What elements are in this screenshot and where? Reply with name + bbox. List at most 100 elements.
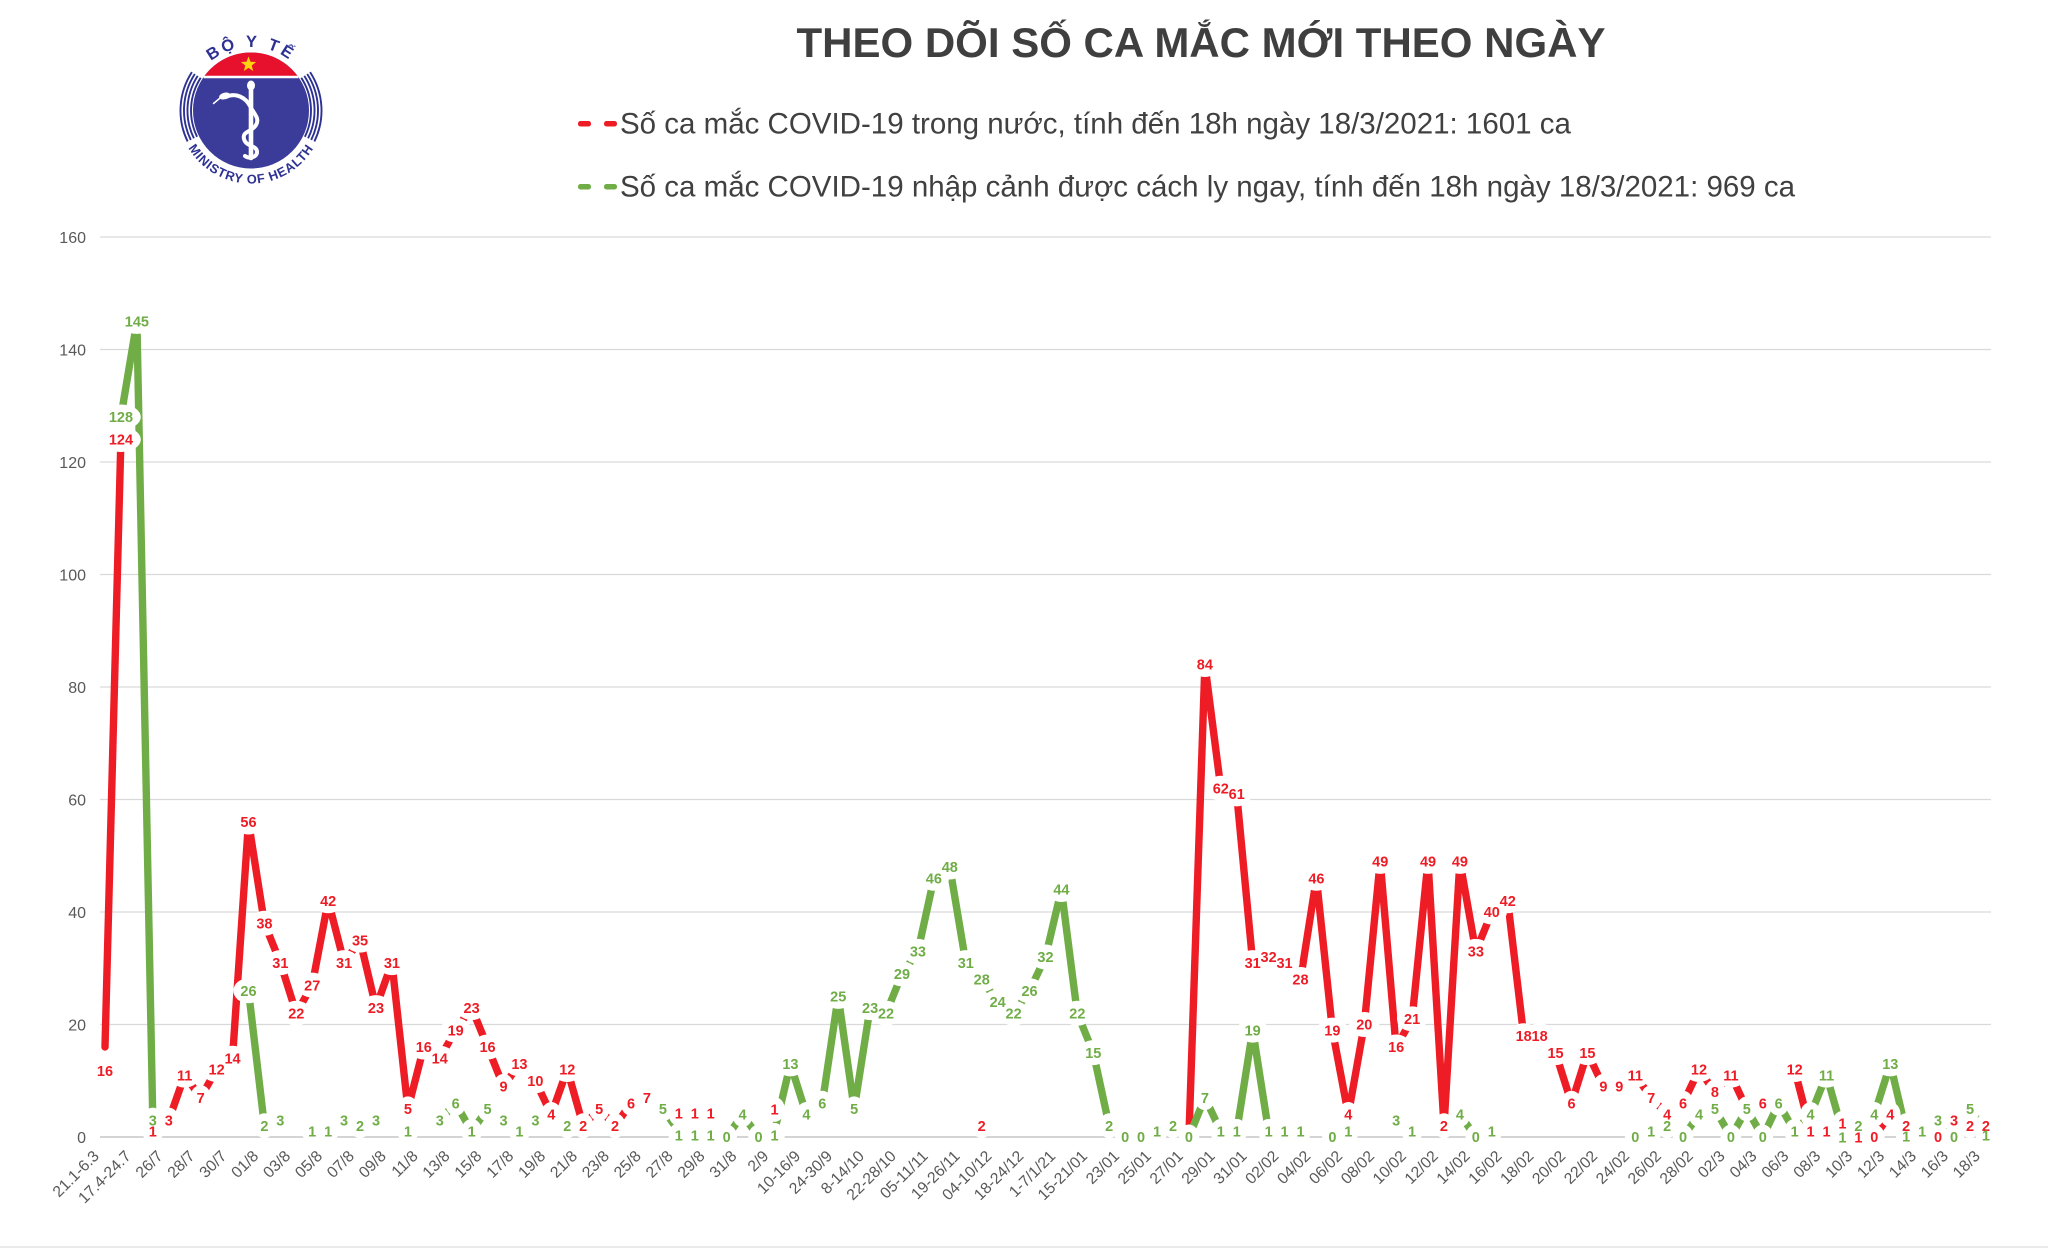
imported-value-label: 0	[1759, 1130, 1767, 1146]
data-label-halo	[1322, 1124, 1343, 1150]
data-label-halo	[116, 308, 157, 334]
domestic-value-label: 7	[643, 1091, 651, 1107]
data-label-halo	[604, 1113, 626, 1139]
data-label-halo	[1189, 652, 1220, 677]
data-label-halo	[249, 910, 280, 936]
domestic-value-label: 1	[1838, 1117, 1846, 1133]
domestic-value-label: 10	[527, 1074, 543, 1090]
imported-value-label: 1	[1296, 1125, 1304, 1141]
imported-value-label: 1	[468, 1125, 476, 1141]
imported-value-label: 28	[974, 973, 990, 989]
domestic-value-label: 1	[1807, 1125, 1815, 1141]
domestic-value-label: 28	[1292, 973, 1308, 989]
domestic-value-label: 15	[1579, 1046, 1595, 1062]
imported-value-label: 0	[1472, 1130, 1480, 1146]
domestic-value-label: 16	[416, 1040, 432, 1056]
legend-label: Số ca mắc COVID-19 trong nước, tính đến …	[620, 108, 1571, 141]
domestic-value-label: 13	[511, 1057, 527, 1073]
domestic-value-label: 33	[1468, 945, 1484, 961]
data-label-halo	[1433, 1113, 1455, 1139]
data-label-halo	[1752, 1124, 1774, 1150]
data-label-halo	[1572, 1040, 1603, 1066]
imported-value-label: 1	[770, 1129, 778, 1145]
imported-value-label: 1	[1344, 1125, 1352, 1141]
imported-value-label: 2	[356, 1119, 364, 1135]
data-label-halo	[716, 1124, 737, 1150]
domestic-value-label: 18	[1532, 1029, 1548, 1045]
imported-value-label: 2	[1663, 1119, 1671, 1135]
logo-snake	[224, 93, 260, 160]
data-label-halo	[971, 1113, 992, 1139]
data-label-halo	[1561, 1090, 1582, 1116]
domestic-value-label: 2	[1982, 1119, 1990, 1135]
chart-title: THEO DÕI SỐ CA MẮC MỚI THEO NGÀY	[797, 18, 1606, 66]
domestic-value-label: 19	[448, 1023, 464, 1039]
imported-value-label: 1	[1281, 1125, 1289, 1141]
data-label-halo	[1465, 1124, 1487, 1150]
imported-value-label: 2	[1854, 1119, 1862, 1135]
data-label-halo	[1449, 1102, 1471, 1127]
domestic-value-label: 49	[1452, 855, 1468, 871]
data-label-halo	[142, 1107, 164, 1133]
imported-value-label: 4	[1870, 1108, 1878, 1124]
data-label-halo	[870, 1000, 902, 1026]
domestic-value-label: 84	[1197, 658, 1213, 674]
imported-value-label: 1	[1791, 1125, 1799, 1141]
imported-value-label: 4	[739, 1108, 747, 1124]
imported-value-label: 2	[563, 1119, 571, 1135]
data-label-halo	[1146, 1118, 1168, 1144]
data-label-halo	[552, 1057, 583, 1082]
data-label-halo	[360, 995, 392, 1021]
data-label-halo	[429, 1107, 451, 1133]
data-label-halo	[1720, 1124, 1742, 1150]
domestic-value-label: 42	[1500, 894, 1516, 910]
domestic-value-label: 11	[177, 1068, 192, 1084]
data-label-halo	[1210, 1118, 1232, 1144]
domestic-value-label: 1	[675, 1107, 683, 1123]
data-label-halo	[1481, 1118, 1503, 1144]
imported-value-label: 26	[1021, 984, 1037, 1000]
data-label-halo	[1816, 1118, 1837, 1144]
data-label-halo	[333, 1107, 355, 1133]
data-label-halo	[1317, 1017, 1348, 1043]
data-label-halo	[349, 1113, 371, 1139]
imported-value-label: 1	[308, 1125, 316, 1141]
data-label-halo	[998, 1000, 1029, 1026]
data-label-halo	[1752, 1090, 1774, 1116]
domestic-value-label: 9	[499, 1080, 507, 1096]
data-label-halo	[397, 1118, 419, 1144]
logo-ring-arc	[303, 75, 316, 139]
domestic-value-label: 31	[1276, 956, 1292, 972]
data-label-halo	[1492, 888, 1523, 914]
data-label-halo	[281, 1000, 312, 1026]
logo-ring-arc	[309, 71, 323, 142]
logo-snake-head	[219, 92, 230, 100]
data-label-halo	[397, 1096, 419, 1122]
imported-value-label: 3	[276, 1113, 284, 1129]
logo-ring-arc	[186, 75, 199, 139]
imported-value-label: 22	[1069, 1006, 1085, 1022]
imported-value-label: 46	[926, 871, 942, 887]
data-label-halo	[966, 967, 997, 992]
domestic-value-label: 9	[1615, 1080, 1623, 1096]
domestic-value-label: 1	[149, 1125, 157, 1141]
y-tick-label: 120	[59, 455, 86, 472]
data-label-halo	[1832, 1124, 1853, 1150]
domestic-value-label: 4	[547, 1108, 555, 1124]
imported-value-label: 1	[1408, 1125, 1416, 1141]
data-label-halo	[424, 1045, 455, 1071]
domestic-value-label: 6	[1759, 1096, 1767, 1112]
domestic-value-label: 2	[1440, 1119, 1448, 1135]
data-label-halo	[1162, 1113, 1184, 1139]
logo-star	[240, 56, 257, 71]
y-tick-label: 160	[59, 230, 86, 247]
domestic-value-label: 12	[1787, 1063, 1803, 1079]
data-label-halo	[1290, 1118, 1311, 1144]
data-label-halo	[1274, 1118, 1295, 1144]
data-label-halo	[684, 1100, 706, 1126]
domestic-value-label: 8	[1711, 1085, 1719, 1101]
data-label-halo	[1046, 877, 1077, 902]
data-label-halo	[902, 938, 934, 964]
domestic-value-label: 4	[1344, 1108, 1352, 1124]
imported-value-label: 0	[1727, 1130, 1735, 1146]
